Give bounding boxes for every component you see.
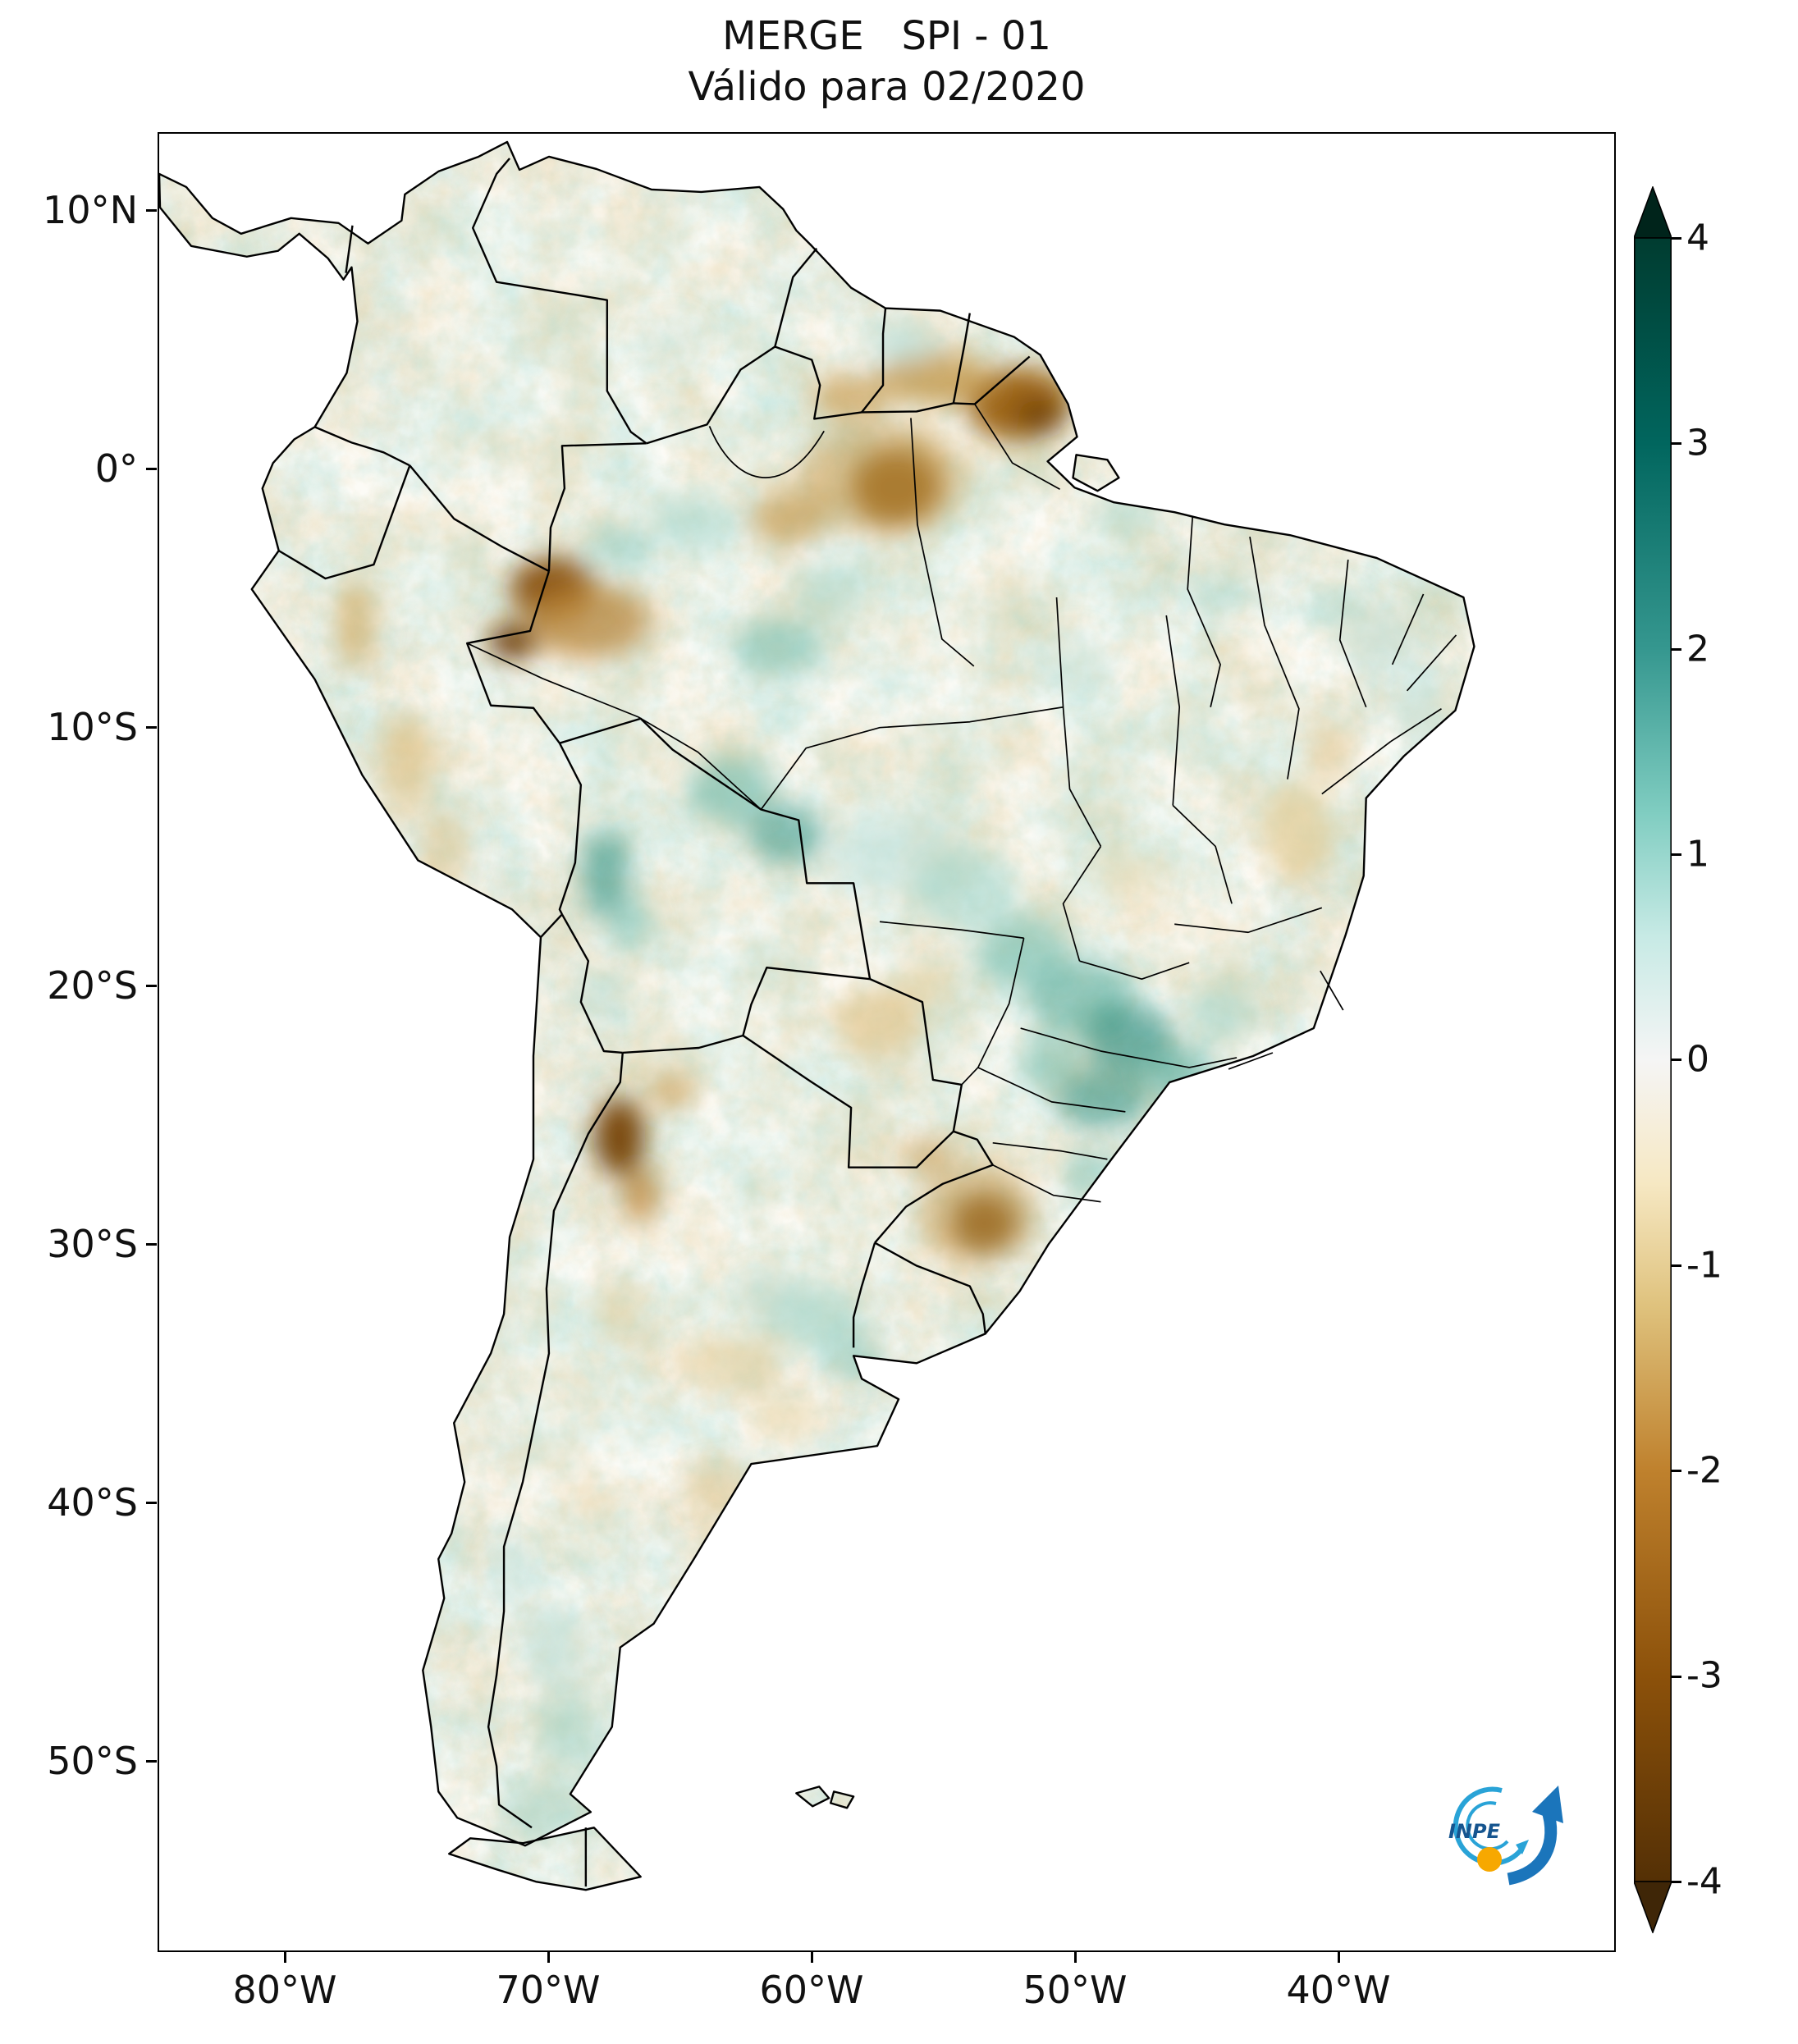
y-tick-mark	[146, 1501, 157, 1504]
inpe-logo-graphic: INPE	[1448, 1786, 1563, 1886]
y-axis-tick: 10°S	[47, 705, 138, 749]
y-axis-tick: 50°S	[47, 1739, 138, 1783]
colorbar-tick-mark	[1672, 1470, 1681, 1472]
colorbar-tick-mark	[1672, 1059, 1681, 1061]
logo-text: INPE	[1448, 1820, 1501, 1843]
x-tick-mark	[1073, 1952, 1077, 1963]
logo-inner-swirl-icon	[1466, 1801, 1509, 1851]
x-tick-mark	[1337, 1952, 1340, 1963]
x-tick-mark	[283, 1952, 286, 1963]
colorbar-tick-mark	[1672, 1675, 1681, 1678]
colorbar-tick: -2	[1686, 1449, 1723, 1492]
colorbar-tick: -4	[1686, 1860, 1723, 1903]
x-axis-tick: 60°W	[759, 1968, 864, 2012]
colorbar-tick-mark	[1672, 441, 1681, 445]
colorbar-tick-mark	[1672, 647, 1681, 651]
colorbar-tick: 0	[1686, 1038, 1709, 1081]
y-tick-mark	[146, 725, 157, 729]
x-axis-tick: 80°W	[232, 1968, 337, 2012]
y-tick-mark	[146, 1242, 157, 1246]
logo-swirl-arrowhead-icon	[1516, 1840, 1529, 1854]
colorbar-tick-mark	[1672, 236, 1681, 240]
y-axis-tick: 30°S	[47, 1222, 138, 1266]
y-tick-mark	[146, 208, 157, 212]
country-borders	[278, 158, 1031, 1887]
colorbar-tick: 3	[1686, 422, 1709, 464]
colorbar-tick: 4	[1686, 217, 1709, 259]
logo-orange-dot-icon	[1477, 1847, 1502, 1872]
y-tick-mark	[146, 984, 157, 987]
logo-big-arrowhead-icon	[1532, 1786, 1563, 1823]
colorbar-tick-mark	[1672, 1264, 1681, 1267]
colorbar-tick: -3	[1686, 1654, 1723, 1697]
brazil-state-borders	[466, 403, 1457, 1203]
colorbar-tick: 2	[1686, 628, 1709, 670]
colorbar-tick: 1	[1686, 833, 1709, 876]
coastline	[159, 140, 1475, 1891]
colorbar-tick-mark	[1672, 1880, 1681, 1883]
colorbar	[1632, 185, 1673, 1935]
y-axis-tick: 10°N	[43, 188, 138, 232]
figure-subtitle: Válido para 02/2020	[688, 64, 1086, 110]
logo-big-arrow-icon	[1507, 1806, 1558, 1886]
x-tick-mark	[810, 1952, 813, 1963]
y-tick-mark	[146, 1759, 157, 1763]
colorbar-gradient	[1632, 185, 1673, 1935]
y-axis-tick: 40°S	[47, 1480, 138, 1525]
x-tick-mark	[547, 1952, 550, 1963]
x-axis-tick: 70°W	[496, 1968, 601, 2012]
y-axis-tick: 20°S	[47, 963, 138, 1008]
figure-title: MERGE SPI - 01	[722, 13, 1051, 59]
colorbar-tick: -1	[1686, 1244, 1723, 1287]
x-axis-tick: 40°W	[1286, 1968, 1391, 2012]
spi-field	[159, 141, 1475, 1891]
colorbar-tick-mark	[1672, 853, 1681, 856]
south-america-map	[159, 140, 1475, 1891]
y-axis-tick: 0°	[94, 446, 138, 491]
spi-dry-wet-blobs	[334, 320, 1447, 1843]
inpe-logo: INPE	[1424, 1772, 1567, 1895]
x-axis-tick: 50°W	[1023, 1968, 1128, 2012]
map-plot-area	[158, 132, 1616, 1952]
y-tick-mark	[146, 467, 157, 470]
